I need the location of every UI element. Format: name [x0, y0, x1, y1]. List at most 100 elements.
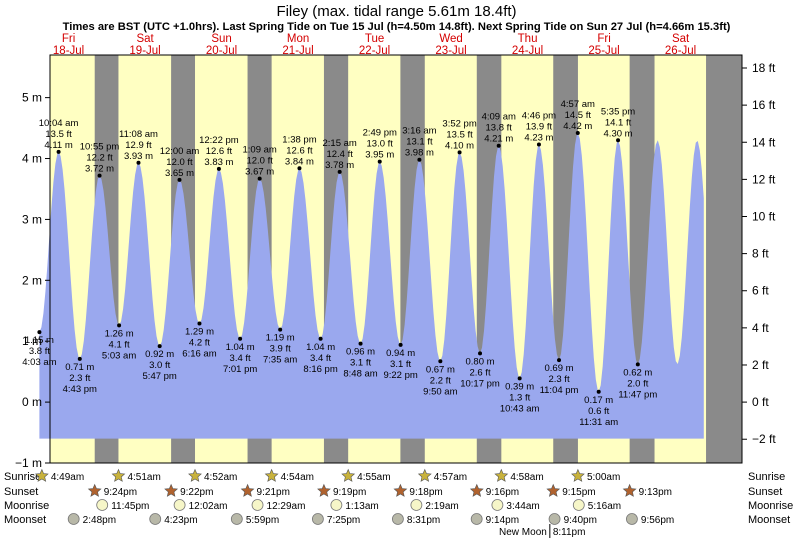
high-tide-label: 13.5 ft: [446, 129, 473, 140]
low-tide-label: 11:47 pm: [618, 389, 657, 400]
moonrise-time-label: 1:13am: [345, 501, 378, 512]
right-tick-label: 0 ft: [752, 395, 769, 409]
low-tide-label: 4.1 ft: [109, 339, 130, 350]
low-tide-label: 2.0 ft: [627, 378, 648, 389]
tide-point: [238, 336, 243, 341]
tide-point: [157, 344, 162, 349]
tide-point: [216, 166, 221, 171]
low-tide-label: 3.4 ft: [310, 353, 331, 364]
high-tide-label: 13.9 ft: [526, 122, 553, 133]
moonset-time-label: 8:31pm: [407, 515, 440, 526]
high-tide-label: 3.65 m: [165, 168, 194, 179]
moonset-moon-icon: [149, 513, 162, 525]
high-tide-label: 10:55 pm: [80, 142, 120, 153]
sunrise-star-icon: [571, 468, 585, 482]
left-tick-label: −1 m: [15, 456, 42, 470]
tide-point: [358, 341, 363, 346]
sunset-time-label: 9:13pm: [639, 487, 672, 498]
moonrise-time-label: 2:19am: [425, 501, 458, 512]
low-tide-label: 1.3 ft: [509, 392, 530, 403]
right-tick-label: 2 ft: [752, 358, 769, 372]
high-tide-label: 2:15 am: [323, 138, 357, 149]
moonset-moon-icon: [548, 513, 561, 525]
left-tick-label: 3 m: [22, 212, 42, 226]
right-tick-label: 6 ft: [752, 284, 769, 298]
tide-point: [417, 157, 422, 162]
day-date-label: 19-Jul: [129, 45, 160, 57]
sunset-star-icon: [393, 483, 408, 497]
moonset-moon-icon: [230, 513, 243, 525]
high-tide-label: 5:35 pm: [601, 106, 635, 117]
moonrise-time-label: 12:02am: [189, 501, 228, 512]
left-tick-label: 4 m: [22, 152, 42, 166]
low-tide-label: 0.17 m: [584, 395, 613, 406]
sunrise-time-label: 4:52am: [204, 472, 237, 483]
low-tide-label: 0.69 m: [545, 363, 574, 374]
sunrise-star-icon: [341, 468, 356, 482]
tide-point: [278, 327, 283, 332]
high-tide-label: 12.2 ft: [86, 153, 113, 164]
tide-point: [575, 130, 580, 135]
tide-point: [197, 321, 202, 326]
sunset-star-icon: [240, 483, 255, 497]
tide-point: [616, 138, 621, 143]
sunset-time-label: 9:24pm: [104, 487, 137, 498]
low-tide-label: 3.9 ft: [270, 344, 291, 355]
tide-point: [77, 356, 82, 361]
low-tide-label: 2.3 ft: [548, 374, 569, 385]
low-tide-label: 5:03 am: [102, 350, 136, 361]
sunset-time-label: 9:19pm: [333, 487, 366, 498]
high-tide-label: 4.10 m: [445, 140, 474, 151]
day-date-label: 18-Jul: [53, 45, 84, 57]
low-tide-label: 3.0 ft: [149, 360, 170, 371]
high-tide-label: 3:52 pm: [442, 118, 476, 129]
high-tide-label: 3.83 m: [204, 157, 233, 168]
right-tick-label: −2 ft: [752, 432, 776, 446]
day-name-label: Sat: [672, 33, 690, 45]
day-name-label: Fri: [62, 33, 75, 45]
moonrise-moon-icon: [330, 499, 343, 511]
high-tide-label: 4.21 m: [484, 134, 513, 145]
high-tide-label: 3.98 m: [405, 148, 434, 159]
low-tide-label: 5:47 pm: [143, 371, 177, 382]
low-tide-label: 4:43 pm: [63, 384, 97, 395]
moonset-row-label-right: Moonset: [748, 514, 790, 526]
tide-point: [257, 176, 262, 181]
moonset-moon-icon: [391, 513, 404, 525]
low-tide-label: 3.1 ft: [390, 359, 411, 370]
left-tick-label: 2 m: [22, 273, 42, 287]
sunrise-time-label: 4:54am: [281, 472, 314, 483]
moonset-time-label: 7:25pm: [327, 515, 360, 526]
tide-point: [635, 362, 640, 367]
tide-point: [517, 376, 522, 381]
moonrise-moon-icon: [251, 499, 264, 511]
sunset-time-label: 9:21pm: [257, 487, 290, 498]
low-tide-label: 0.67 m: [426, 364, 455, 375]
low-tide-label: 0.80 m: [466, 356, 495, 367]
high-tide-label: 3:16 am: [402, 126, 436, 137]
sunset-time-label: 9:15pm: [562, 487, 595, 498]
high-tide-label: 4.42 m: [563, 121, 592, 132]
high-tide-label: 4:46 pm: [522, 111, 556, 122]
tide-point: [337, 169, 342, 174]
moonrise-moon-icon: [410, 499, 423, 511]
high-tide-label: 13.5 ft: [45, 129, 72, 140]
day-date-label: 25-Jul: [588, 45, 619, 57]
high-tide-label: 13.1 ft: [406, 137, 433, 148]
sunset-star-icon: [622, 483, 637, 497]
right-tick-label: 14 ft: [752, 135, 776, 149]
right-tick-label: 10 ft: [752, 209, 776, 223]
tide-point: [438, 359, 443, 364]
high-tide-label: 4.11 m: [44, 140, 72, 151]
tide-point: [318, 336, 323, 341]
tide-point: [457, 150, 462, 155]
high-tide-label: 14.5 ft: [565, 110, 592, 121]
moonset-time-label: 5:59pm: [246, 515, 279, 526]
moon-phase-time: 8:11pm: [553, 527, 586, 538]
high-tide-label: 3.84 m: [285, 156, 314, 167]
high-tide-label: 12:00 am: [160, 146, 200, 157]
sunrise-star-icon: [494, 468, 509, 482]
sunset-star-icon: [317, 483, 331, 497]
high-tide-label: 3.72 m: [85, 164, 114, 175]
